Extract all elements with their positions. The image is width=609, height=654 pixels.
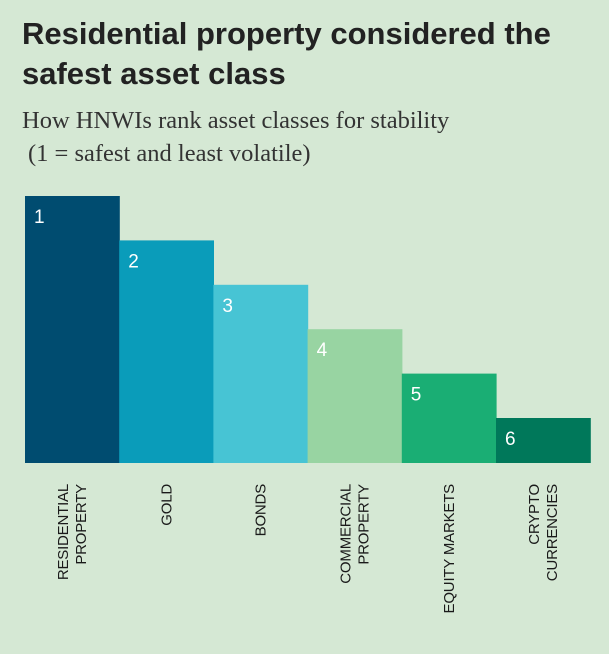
category-label-4: COMMERCIAL PROPERTY	[338, 484, 373, 584]
bar-rank-label-4: 4	[317, 340, 328, 361]
bar-rank-label-3: 3	[222, 296, 233, 317]
bar-2	[119, 240, 214, 463]
category-label-2: GOLD	[158, 484, 175, 526]
category-label-6: CRYPTO CURRENCIES	[526, 484, 561, 581]
category-label-1: RESIDENTIAL PROPERTY	[55, 484, 90, 580]
category-label-1-line-2: PROPERTY	[73, 484, 90, 565]
bar-rank-label-5: 5	[411, 385, 422, 406]
category-label-6-line-1: CRYPTO	[526, 484, 543, 545]
bar-5	[401, 373, 497, 463]
bar-rank-label-6: 6	[505, 429, 516, 450]
bar-4	[307, 329, 403, 463]
category-label-4-line-1: COMMERCIAL	[338, 484, 355, 584]
subtitle-line-1: How HNWIs rank asset classes for stabili…	[22, 107, 450, 134]
category-label-2-line-1: GOLD	[158, 484, 175, 526]
category-label-3: BONDS	[253, 484, 270, 537]
bar-rank-label-1: 1	[34, 207, 45, 228]
category-label-4-line-2: PROPERTY	[356, 484, 373, 565]
chart-subtitle: How HNWIs rank asset classes for stabili…	[22, 104, 592, 170]
category-labels-layer: RESIDENTIAL PROPERTY GOLD BONDS COMMERCIAL PR…	[55, 484, 561, 614]
bar-6	[496, 418, 591, 463]
bar-rank-label-2: 2	[128, 251, 139, 272]
chart-title: Residential property considered the safe…	[22, 16, 551, 91]
bars-layer: 1 2 3 4 5 6	[25, 196, 591, 463]
subtitle-line-2: (1 = safest and least volatile)	[28, 140, 311, 167]
category-label-6-line-2: CURRENCIES	[544, 484, 561, 581]
category-label-5-line-1: EQUITY MARKETS	[441, 484, 458, 614]
category-label-1-line-1: RESIDENTIAL	[55, 484, 72, 580]
bar-3	[213, 284, 309, 463]
category-label-3-line-1: BONDS	[253, 484, 270, 537]
category-label-5: EQUITY MARKETS	[441, 484, 458, 614]
bar-1	[25, 196, 120, 463]
